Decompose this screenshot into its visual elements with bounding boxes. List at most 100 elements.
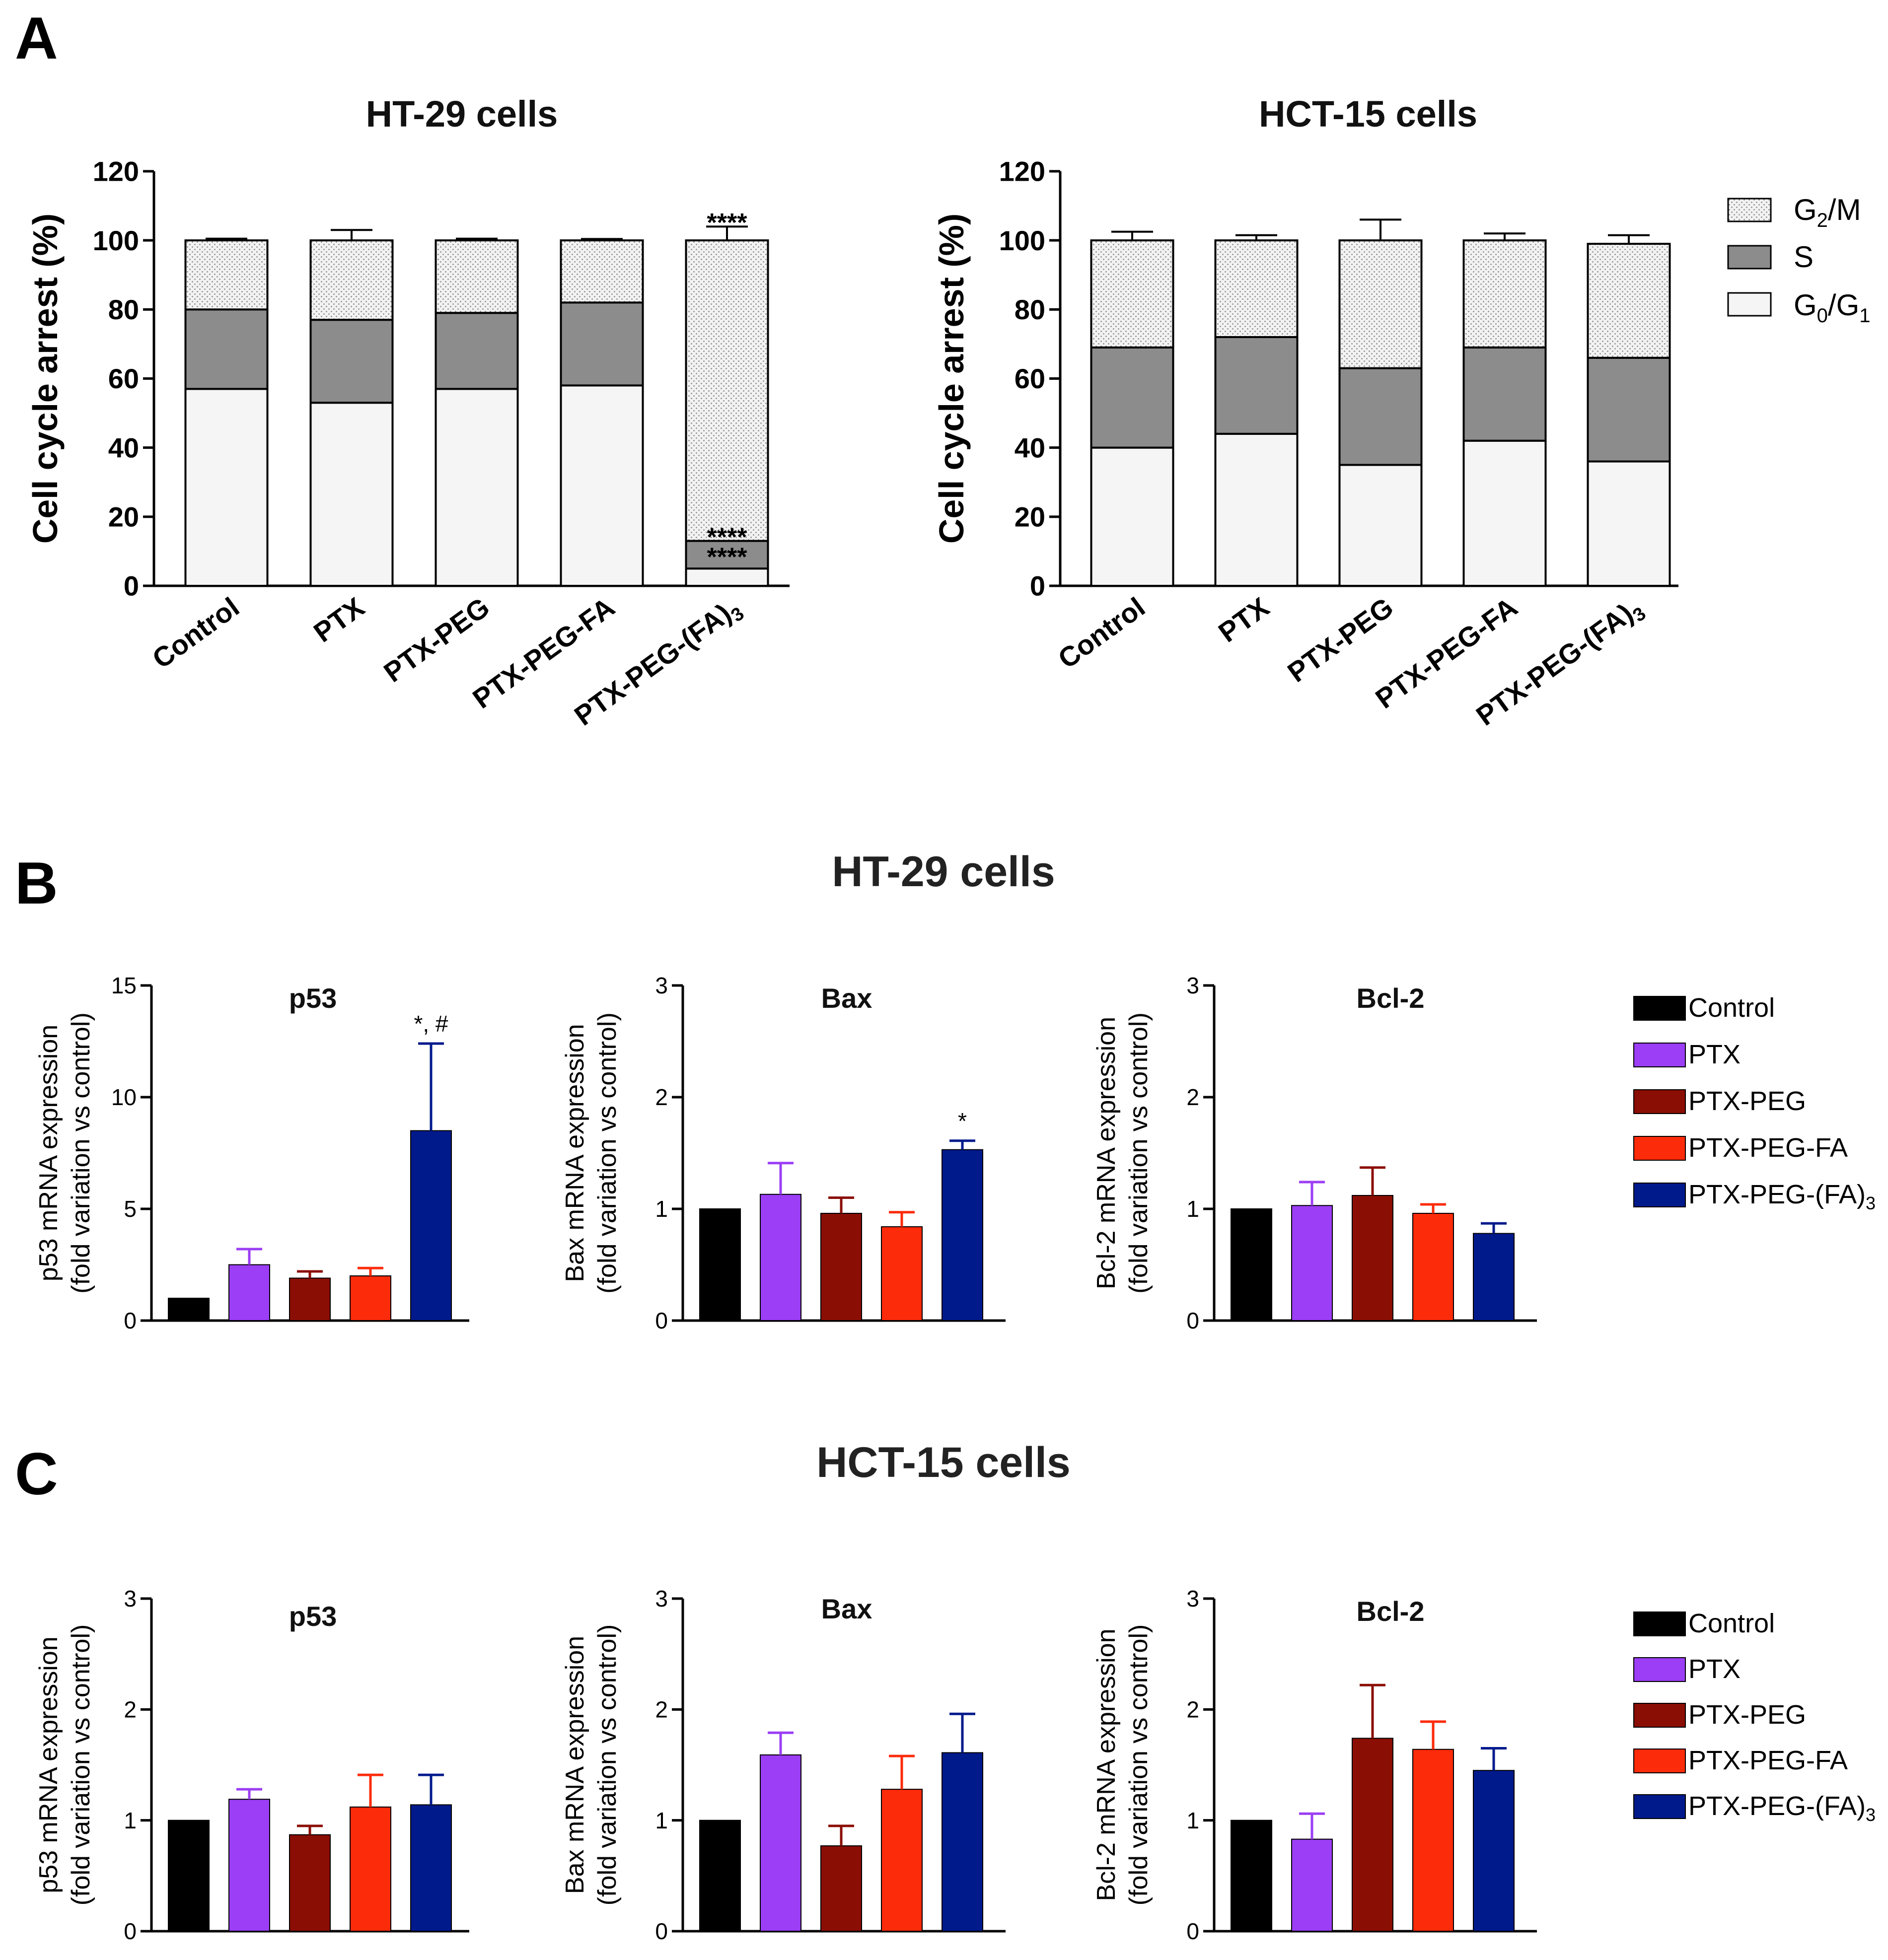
y-tick-label: 15 <box>111 973 137 998</box>
bar-segment-g2m-ptx-peg <box>1338 239 1423 369</box>
legend-label-g0g1: G0/G1 <box>1794 288 1871 327</box>
y-tick-label: 2 <box>655 1084 668 1110</box>
bar-ptx <box>760 1754 801 1932</box>
y-tick-label: 120 <box>93 156 139 187</box>
y-axis-label-line1: Bax mRNA expression <box>561 1636 589 1894</box>
y-tick-label: 2 <box>124 1696 137 1722</box>
y-tick-label: 80 <box>108 294 139 325</box>
y-tick-label: 0 <box>655 1918 668 1944</box>
bar-segment-g0g1-ptx-peg-fa-3 <box>685 567 769 587</box>
bar-segment-s-ptx-peg <box>435 312 519 390</box>
bar-segment-s-ptx <box>1214 336 1299 435</box>
bar-segment-s-ptx-peg-fa <box>560 301 644 387</box>
legend-label-ptx-peg: PTX-PEG <box>1688 1086 1806 1116</box>
legend-item: PTX <box>1633 1040 1741 1069</box>
x-tick-label-ptx: PTX <box>1213 591 1275 648</box>
chart-c-bax: Bax 0 1 2 3 Bax mRNA expression (fold variatio… <box>561 1586 1006 1944</box>
legend-label-control: Control <box>1688 993 1775 1023</box>
legend-item: PTX <box>1633 1654 1741 1684</box>
bar-control <box>699 1820 741 1932</box>
chart-title-b-bcl2: Bcl-2 <box>1357 982 1425 1014</box>
significance-marker: **** <box>707 209 748 237</box>
chart-c-p53: p53 0 1 2 3 p53 mRNA expression (fold variatio… <box>34 1586 469 1944</box>
legend-item: PTX-PEG <box>1633 1700 1806 1730</box>
legend-treatments-b: Control PTX PTX-PEG PTX-PEG-FA PTX-PEG-(… <box>1633 993 1876 1213</box>
bar-segment-s-ptx-peg-fa-3 <box>685 540 769 570</box>
legend-swatch-ptx-peg <box>1633 1703 1686 1728</box>
legend-swatch-control <box>1633 996 1686 1021</box>
legend-item: PTX-PEG-(FA)3 <box>1633 1791 1876 1825</box>
y-tick-label: 100 <box>999 225 1045 256</box>
legend-label-ptx: PTX <box>1688 1654 1741 1684</box>
y-tick-label: 2 <box>1186 1084 1199 1110</box>
chart-b-p53: p53 0 5 10 15 p53 mRNA expression (fold variat… <box>34 973 469 1333</box>
chart-title-a-ht29: HT-29 cells <box>366 93 558 135</box>
legend-swatch-ptx-peg-fa3 <box>1633 1794 1686 1819</box>
section-title-b: HT-29 cells <box>832 848 1055 896</box>
y-tick-label: 1 <box>655 1196 668 1222</box>
legend-item: Control <box>1633 993 1775 1023</box>
legend-swatch-ptx-peg-fa <box>1633 1136 1686 1161</box>
bar-control <box>168 1298 210 1321</box>
bar-segment-s-control <box>184 308 269 390</box>
chart-c-bcl2: Bcl-2 0 1 2 3 Bcl-2 mRNA expression (fold vari… <box>1092 1586 1537 1944</box>
significance-marker: **** <box>707 523 748 552</box>
y-tick-label: 0 <box>1186 1308 1199 1333</box>
y-axis-label-line2: (fold variation vs control) <box>67 1012 95 1293</box>
y-tick-label: 10 <box>111 1084 137 1110</box>
legend-swatch-ptx-peg-fa3 <box>1633 1183 1686 1207</box>
y-tick-label: 3 <box>1186 1586 1199 1611</box>
bar-segment-s-ptx-peg-fa <box>1462 346 1547 442</box>
bar-segment-g2m-control <box>184 239 269 311</box>
legend-item-g2m: G2/M <box>1727 193 1861 231</box>
y-tick-label: 0 <box>124 1308 137 1333</box>
bar-control <box>699 1208 741 1321</box>
bar-ptx-peg <box>289 1834 331 1932</box>
bar-control <box>168 1820 210 1932</box>
panel-label-a: A <box>15 5 58 71</box>
bar-ptx-peg-fa-3 <box>1473 1770 1515 1932</box>
bar-ptx-peg-fa <box>1412 1749 1454 1932</box>
bar-ptx-peg <box>289 1277 331 1321</box>
bar-segment-g0g1-ptx-peg <box>1338 464 1423 587</box>
bar-segment-g0g1-ptx-peg-fa <box>1462 439 1547 587</box>
y-tick-label: 5 <box>124 1196 137 1222</box>
bar-ptx-peg <box>820 1845 862 1932</box>
significance-marker: **** <box>707 543 748 572</box>
legend-item: PTX-PEG-FA <box>1633 1746 1848 1775</box>
legend-item-g0g1: G0/G1 <box>1727 288 1871 327</box>
bar-segment-s-ptx <box>309 319 394 404</box>
legend-label-ptx-peg-fa: PTX-PEG-FA <box>1688 1133 1848 1163</box>
bar-segment-g0g1-ptx <box>1214 432 1299 587</box>
y-axis-label-line1: p53 mRNA expression <box>34 1025 63 1281</box>
legend-swatch-ptx-peg-fa <box>1633 1749 1686 1773</box>
y-tick-label: 0 <box>1030 570 1045 602</box>
y-axis-label-line2: (fold variation vs control) <box>1124 1624 1153 1905</box>
bar-ptx-peg-fa-3 <box>1473 1233 1515 1321</box>
y-tick-label: 0 <box>124 570 139 602</box>
bar-ptx <box>760 1193 801 1321</box>
legend-cell-cycle: G2/M S G0/G1 <box>1727 193 1871 327</box>
legend-swatch-ptx <box>1633 1657 1686 1682</box>
chart-a-hct15: HCT-15 cells 0 20 40 60 80 100 120 Cell cycle ar… <box>932 93 1678 735</box>
bar-ptx-peg-fa <box>350 1806 391 1932</box>
chart-b-bcl2: Bcl-2 0 1 2 3 Bcl-2 mRNA expression (fold vari… <box>1092 973 1537 1333</box>
bar-segment-g0g1-ptx-peg-fa-3 <box>1587 460 1671 587</box>
y-tick-label: 1 <box>124 1808 137 1833</box>
chart-title-a-hct15: HCT-15 cells <box>1259 93 1477 135</box>
x-tick-label-control: Control <box>146 591 245 675</box>
bar-ptx-peg <box>1352 1738 1393 1932</box>
bar-segment-g0g1-ptx-peg <box>435 388 519 587</box>
bar-ptx-peg-fa <box>881 1226 923 1321</box>
bar-segment-g2m-ptx <box>309 239 394 321</box>
legend-label-ptx-peg-fa3: PTX-PEG-(FA)3 <box>1688 1791 1876 1825</box>
legend-item: Control <box>1633 1609 1775 1638</box>
bar-ptx-peg-fa-3 <box>942 1752 983 1932</box>
y-tick-label: 0 <box>655 1308 668 1333</box>
y-axis-label: Cell cycle arrest (%) <box>932 213 971 544</box>
bar-ptx <box>1291 1205 1333 1321</box>
bar-ptx-peg <box>1352 1195 1393 1321</box>
bar-ptx <box>228 1799 270 1932</box>
bar-ptx-peg-fa-3 <box>410 1130 452 1321</box>
